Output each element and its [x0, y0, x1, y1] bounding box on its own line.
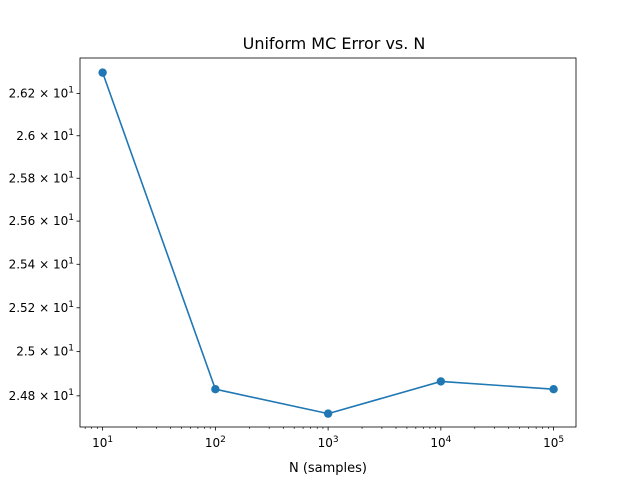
y-tick-exponent: 1 — [68, 388, 74, 398]
x-tick-label: 104 — [430, 435, 451, 450]
x-tick-label: 101 — [92, 435, 113, 450]
x-tick-label: 103 — [318, 435, 339, 450]
x-tick-exponent: 2 — [220, 435, 226, 445]
y-tick-mantissa: 2.58 × — [9, 171, 53, 185]
y-tick-mantissa: 2.54 × — [9, 257, 53, 271]
data-point — [436, 377, 446, 386]
x-tick-exponent: 4 — [446, 435, 452, 445]
axes-frame — [79, 57, 577, 428]
x-tick-base: 10 — [205, 436, 220, 450]
y-tick-mantissa: 2.62 × — [9, 87, 53, 101]
y-tick-exponent: 1 — [68, 256, 74, 266]
y-tick-mantissa: 2.6 × — [16, 129, 53, 143]
x-tick-exponent: 3 — [333, 435, 339, 445]
y-tick-mantissa: 2.48 × — [9, 389, 53, 403]
y-tick-exponent: 1 — [68, 128, 74, 138]
y-tick-base: 10 — [53, 389, 68, 403]
y-tick-exponent: 1 — [68, 86, 74, 96]
data-point — [211, 384, 220, 394]
x-tick-label: 105 — [543, 435, 564, 450]
x-tick-base: 10 — [318, 436, 333, 450]
y-tick-label: 2.48 × 101 — [9, 388, 74, 403]
y-tick-label: 2.5 × 101 — [16, 344, 74, 359]
x-tick-label: 102 — [205, 435, 226, 450]
y-tick-mantissa: 2.56 × — [9, 214, 53, 228]
y-tick-base: 10 — [53, 87, 68, 101]
y-tick-base: 10 — [53, 301, 68, 315]
x-tick-base: 10 — [430, 436, 445, 450]
y-tick-exponent: 1 — [68, 170, 74, 180]
y-tick-exponent: 1 — [68, 213, 74, 223]
data-point — [98, 68, 107, 77]
x-tick-base: 10 — [92, 436, 107, 450]
y-tick-label: 2.54 × 101 — [9, 256, 74, 271]
y-tick-label: 2.58 × 101 — [9, 170, 74, 185]
y-tick-label: 2.52 × 101 — [9, 300, 74, 315]
y-tick-mantissa: 2.52 × — [9, 301, 53, 315]
data-point — [549, 384, 558, 394]
chart-title: Uniform MC Error vs. N — [243, 34, 426, 53]
x-axis-label: N (samples) — [289, 461, 367, 476]
y-tick-base: 10 — [53, 171, 68, 185]
y-tick-label: 2.62 × 101 — [9, 86, 74, 101]
x-tick-exponent: 1 — [107, 435, 113, 445]
x-tick-exponent: 5 — [558, 435, 564, 445]
y-tick-mantissa: 2.5 × — [16, 345, 53, 359]
y-tick-base: 10 — [53, 214, 68, 228]
y-tick-exponent: 1 — [68, 300, 74, 310]
y-tick-label: 2.56 × 101 — [9, 213, 74, 228]
y-tick-base: 10 — [53, 345, 68, 359]
y-tick-base: 10 — [53, 129, 68, 143]
y-tick-exponent: 1 — [68, 344, 74, 354]
y-tick-label: 2.6 × 101 — [16, 128, 74, 143]
x-tick-base: 10 — [543, 436, 558, 450]
y-tick-base: 10 — [53, 257, 68, 271]
data-point — [323, 409, 333, 418]
